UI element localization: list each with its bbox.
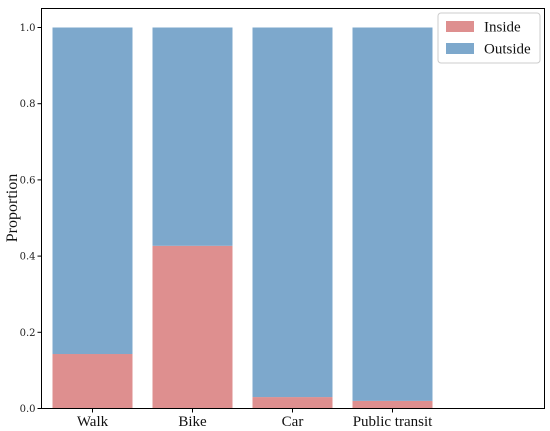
legend-label-outside: Outside	[484, 42, 531, 58]
bar-inside-car	[252, 397, 333, 409]
bar-inside-public-transit	[352, 400, 433, 409]
legend-swatch-outside	[446, 43, 474, 54]
y-tick-label: 0.2	[20, 328, 36, 339]
y-tick-label: 0.0	[20, 404, 36, 415]
legend-swatch-inside	[446, 21, 474, 32]
x-axis: Walk Bike Car Public transit	[77, 408, 433, 430]
y-tick-label: 0.6	[20, 175, 36, 186]
bars-layer	[52, 27, 433, 409]
bar-outside-bike	[152, 27, 233, 246]
x-tick-label: Car	[282, 414, 304, 430]
y-tick-label: 0.8	[20, 99, 36, 110]
bar-outside-walk	[52, 27, 133, 355]
legend-label-inside: Inside	[484, 20, 521, 36]
plot-frame	[41, 8, 545, 409]
bar-outside-car	[252, 27, 333, 398]
bar-inside-walk	[52, 354, 133, 409]
x-tick-label: Bike	[178, 414, 207, 430]
bar-outside-public-transit	[352, 27, 433, 401]
y-tick-label: 1.0	[20, 23, 36, 34]
legend: Inside Outside	[437, 12, 541, 64]
x-tick-label: Walk	[77, 414, 109, 430]
x-tick-label: Public transit	[353, 414, 433, 430]
y-axis: 0.0 0.2 0.4 0.6 0.8 1.0	[20, 23, 42, 415]
y-tick-label: 0.4	[20, 252, 36, 263]
y-axis-title: Proportion	[4, 174, 21, 242]
bar-inside-bike	[152, 245, 233, 409]
